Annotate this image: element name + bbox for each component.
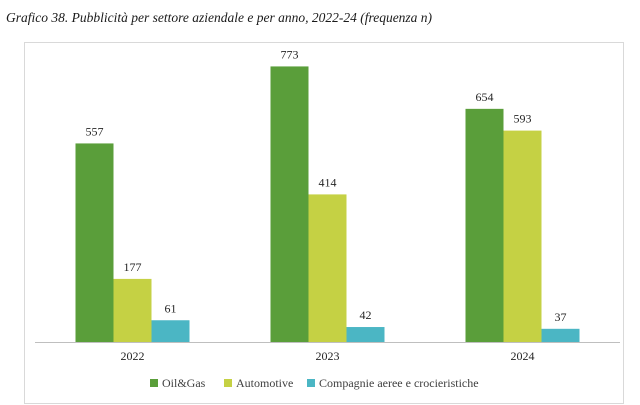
bar-2022-0 bbox=[75, 143, 114, 342]
bar-2023-1 bbox=[308, 194, 347, 342]
data-label-2023-0: 773 bbox=[281, 47, 299, 61]
legend-swatch-1 bbox=[224, 379, 232, 387]
bar-2023-2 bbox=[346, 327, 385, 342]
x-tick-label-2023: 2023 bbox=[316, 349, 340, 363]
chart-title: Grafico 38. Pubblicità per settore azien… bbox=[6, 10, 433, 25]
bar-2023-0 bbox=[270, 66, 309, 342]
data-label-2024-1: 593 bbox=[514, 112, 532, 126]
data-label-2022-0: 557 bbox=[86, 124, 104, 138]
legend-swatch-2 bbox=[307, 379, 315, 387]
data-label-2024-2: 37 bbox=[555, 310, 567, 324]
x-tick-label-2022: 2022 bbox=[121, 349, 145, 363]
chart-frame bbox=[24, 42, 624, 404]
legend-swatch-0 bbox=[150, 379, 158, 387]
legend-label-0: Oil&Gas bbox=[162, 376, 206, 390]
x-tick-label-2024: 2024 bbox=[511, 349, 535, 363]
data-label-2023-2: 42 bbox=[360, 308, 372, 322]
legend-label-1: Automotive bbox=[236, 376, 293, 390]
bar-2022-2 bbox=[151, 320, 190, 342]
bar-2024-0 bbox=[465, 108, 504, 342]
data-label-2023-1: 414 bbox=[319, 175, 337, 189]
bar-2024-2 bbox=[541, 328, 580, 342]
data-label-2022-2: 61 bbox=[165, 301, 177, 315]
bar-2022-1 bbox=[113, 278, 152, 342]
legend-label-2: Compagnie aeree e crocieristiche bbox=[319, 376, 479, 390]
data-label-2024-0: 654 bbox=[476, 90, 494, 104]
data-label-2022-1: 177 bbox=[124, 260, 142, 274]
bar-2024-1 bbox=[503, 130, 542, 342]
